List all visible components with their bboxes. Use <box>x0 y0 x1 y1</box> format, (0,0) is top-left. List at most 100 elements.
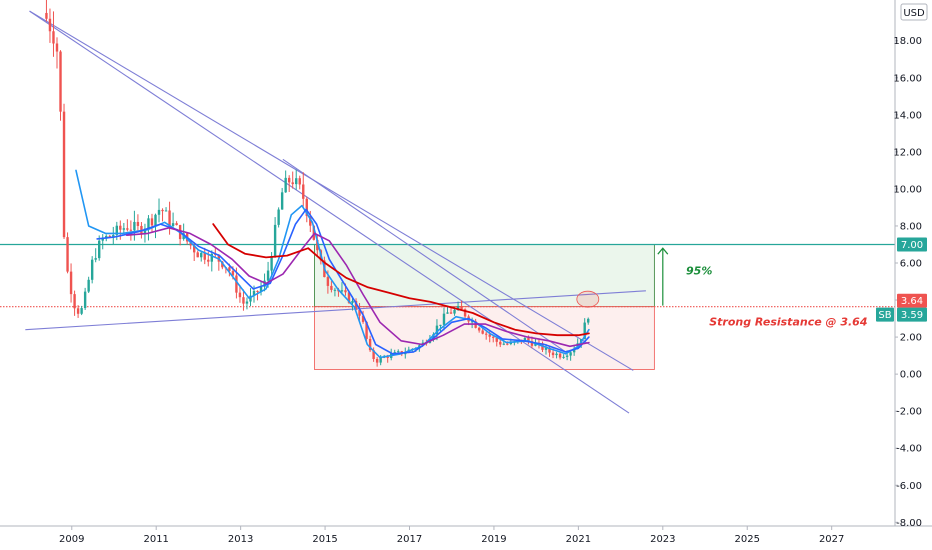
candle-body-145 <box>555 353 558 356</box>
price-tag-label-1: 3.59 <box>901 310 923 321</box>
candle-body-121 <box>470 321 474 323</box>
candle-body-87 <box>351 301 354 303</box>
candle-body-86 <box>347 292 351 303</box>
candle-body-25 <box>133 221 136 231</box>
candle-body-56 <box>242 297 245 304</box>
candle-body-61 <box>259 286 263 292</box>
price-tag-label-0: 3.64 <box>901 296 923 307</box>
y-tick-label-11: 14.00 <box>893 110 922 121</box>
candle-body-16 <box>101 238 104 241</box>
moving-averages <box>75 169 590 359</box>
candle-body-130 <box>502 343 505 345</box>
candle-body-30 <box>150 218 154 226</box>
candle-body-128 <box>495 337 498 342</box>
candle-body-66 <box>277 209 280 225</box>
candle-body-60 <box>256 290 259 292</box>
trendline-1 <box>29 10 630 414</box>
symbol-tag-1 <box>876 307 894 322</box>
candle-body-13 <box>90 259 94 280</box>
candle-body-8 <box>73 294 76 309</box>
candle-body-59 <box>252 290 256 296</box>
x-tick-label-5: 2019 <box>481 534 506 545</box>
candle-body-144 <box>551 352 555 356</box>
currency-label: USD <box>903 8 925 19</box>
x-tick-label-8: 2025 <box>735 534 760 545</box>
candle-body-112 <box>439 324 442 326</box>
currency-badge[interactable] <box>900 3 928 21</box>
candle-body-146 <box>558 353 562 358</box>
candle-body-67 <box>280 192 284 210</box>
candle-body-75 <box>309 215 312 226</box>
candle-body-43 <box>196 252 199 258</box>
candle-body-100 <box>397 351 400 353</box>
candle-body-137 <box>527 338 530 342</box>
candle-body-33 <box>161 209 164 212</box>
x-tick-label-9: 2027 <box>819 534 844 545</box>
candle-body-44 <box>200 252 203 258</box>
x-axis-ticks: 2009 2011 2013 2015 2017 2019 2021 2023 2025 2027 <box>59 526 844 545</box>
candle-body-116 <box>453 309 456 314</box>
candle-body-153 <box>583 322 586 340</box>
x-tick-label-6: 2021 <box>566 534 591 545</box>
moving-average-1 <box>96 208 590 355</box>
price-tag-0 <box>897 293 927 308</box>
symbol-tag-label-1: SB <box>878 310 891 321</box>
candle-body-68 <box>284 177 287 193</box>
candle-body-5 <box>62 111 66 238</box>
candle-body-147 <box>562 356 565 358</box>
candle-body-10 <box>80 308 83 314</box>
candle-body-132 <box>509 342 513 345</box>
candle-body-57 <box>245 301 249 304</box>
candle-body-4 <box>59 51 62 112</box>
candle-body-7 <box>69 271 73 295</box>
candle-body-150 <box>572 348 576 353</box>
candle-body-3 <box>55 43 59 52</box>
candle-body-28 <box>143 228 147 235</box>
x-tick-label-4: 2017 <box>397 534 422 545</box>
candle-body-14 <box>94 258 97 260</box>
candle-body-77 <box>316 239 319 251</box>
candle-body-123 <box>477 327 481 331</box>
candle-body-11 <box>83 291 87 309</box>
candle-body-71 <box>295 178 298 185</box>
y-tick-label-5: 2.00 <box>900 333 922 344</box>
annotation-1: Strong Resistance @ 3.64 <box>709 315 867 328</box>
candle-body-26 <box>136 221 140 226</box>
candle-body-80 <box>326 277 330 286</box>
candle-body-36 <box>171 223 175 226</box>
candle-body-0 <box>45 12 48 19</box>
candle-body-52 <box>228 267 231 272</box>
candle-body-125 <box>484 333 488 335</box>
level-tag-0 <box>897 237 927 252</box>
candle-body-111 <box>435 325 439 335</box>
candle-body-63 <box>266 270 270 281</box>
x-tick-label-0: 2009 <box>59 534 84 545</box>
candle-body-69 <box>287 177 291 183</box>
candle-body-94 <box>375 358 379 363</box>
candle-body-15 <box>98 240 101 259</box>
trendline-0 <box>29 10 634 371</box>
candle-body-2 <box>52 31 55 44</box>
candle-body-113 <box>442 313 446 325</box>
candle-body-37 <box>175 223 178 226</box>
overlays: 95% Strong Resistance @ 3.64 <box>576 247 867 328</box>
candle-body-21 <box>119 225 122 230</box>
candle-body-143 <box>548 347 551 353</box>
candle-body-19 <box>112 234 115 237</box>
candle-body-81 <box>330 285 333 290</box>
candle-body-136 <box>523 338 527 342</box>
candle-body-1 <box>48 18 52 32</box>
candle-body-6 <box>66 237 69 272</box>
candle-body-92 <box>368 338 372 351</box>
candle-body-73 <box>302 184 305 199</box>
candle-body-50 <box>221 261 224 268</box>
y-tick-label-9: 10.00 <box>893 184 922 195</box>
x-tick-label-2: 2013 <box>228 534 253 545</box>
y-tick-label-0: -8.00 <box>896 518 922 529</box>
candle-body-102 <box>404 352 407 355</box>
candle-body-45 <box>203 252 206 260</box>
x-tick-label-3: 2015 <box>312 534 337 545</box>
moving-average-0 <box>75 169 590 359</box>
candle-body-32 <box>157 209 161 215</box>
